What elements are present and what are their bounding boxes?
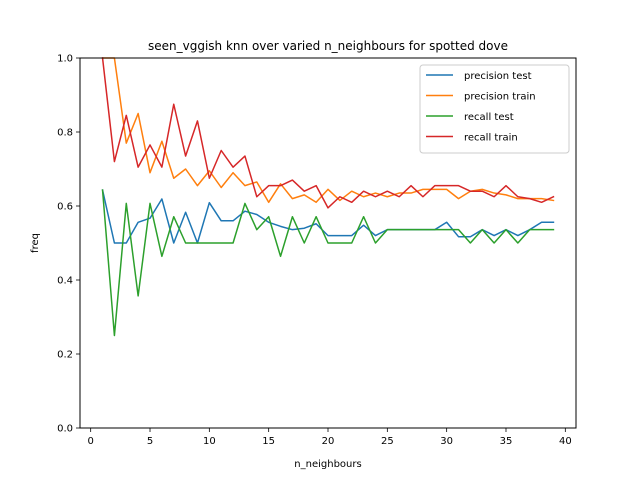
x-tick-label: 15 xyxy=(262,436,275,447)
y-tick-label: 0.4 xyxy=(57,276,73,287)
x-tick-label: 35 xyxy=(500,436,513,447)
y-tick-label: 0.8 xyxy=(57,128,73,139)
x-tick-label: 25 xyxy=(381,436,394,447)
y-tick-label: 1.0 xyxy=(57,54,73,65)
x-tick-label: 5 xyxy=(147,436,153,447)
series-line-recall-train xyxy=(101,57,555,209)
y-axis-label: freq xyxy=(30,233,41,253)
y-tick-label: 0.2 xyxy=(57,350,73,361)
legend-label: precision test xyxy=(464,71,532,82)
y-axis: 0.0 0.2 0.4 0.6 0.8 1.0 xyxy=(57,54,80,435)
x-axis-label: n_neighbours xyxy=(294,459,361,470)
legend-label: recall test xyxy=(464,112,514,123)
series-line-recall-test xyxy=(101,189,555,337)
x-tick-label: 10 xyxy=(203,436,216,447)
legend: precision test precision train recall test… xyxy=(419,64,570,154)
legend-box xyxy=(419,64,570,154)
x-tick-label: 30 xyxy=(440,436,453,447)
series-line-precision-test xyxy=(101,189,555,244)
x-tick-label: 0 xyxy=(87,436,93,447)
x-tick-label: 40 xyxy=(559,436,572,447)
series-lines xyxy=(101,57,555,337)
chart-title: seen_vggish knn over varied n_neighbours… xyxy=(148,39,508,53)
legend-label: precision train xyxy=(464,92,536,103)
x-axis: 0 5 10 15 20 25 30 35 40 xyxy=(87,428,572,447)
legend-label: recall train xyxy=(464,133,518,144)
x-tick-label: 20 xyxy=(322,436,335,447)
y-tick-label: 0.6 xyxy=(57,202,73,213)
y-tick-label: 0.0 xyxy=(57,424,73,435)
series-line-precision-train xyxy=(101,57,555,204)
